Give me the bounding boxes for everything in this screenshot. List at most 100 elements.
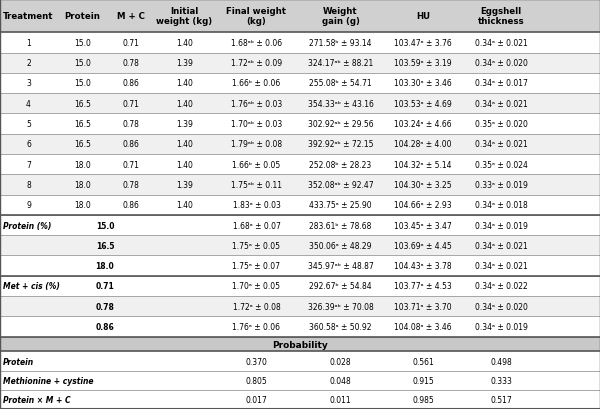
Text: 0.78: 0.78 [95, 302, 115, 311]
Text: 1.68ᵃᵇ ± 0.06: 1.68ᵃᵇ ± 0.06 [231, 39, 282, 48]
Text: 1.75ᵃ ± 0.07: 1.75ᵃ ± 0.07 [233, 261, 281, 270]
Text: 0.71: 0.71 [95, 282, 115, 291]
Text: 0.33ᵃ ± 0.019: 0.33ᵃ ± 0.019 [475, 180, 527, 189]
Text: 0.561: 0.561 [412, 357, 434, 366]
Text: 9: 9 [26, 201, 31, 210]
Text: 0.370: 0.370 [245, 357, 268, 366]
Text: 1.68ᵃ ± 0.07: 1.68ᵃ ± 0.07 [233, 221, 280, 230]
Text: Protein: Protein [3, 357, 34, 366]
Text: 1.75ᵃᵇ ± 0.11: 1.75ᵃᵇ ± 0.11 [231, 180, 282, 189]
Text: 1.40: 1.40 [176, 140, 193, 149]
Text: 0.78: 0.78 [122, 180, 139, 189]
Text: 0.517: 0.517 [490, 395, 512, 404]
Text: 2: 2 [26, 59, 31, 68]
Text: 354.33ᵃᵇ ± 43.16: 354.33ᵃᵇ ± 43.16 [308, 99, 373, 108]
Bar [0, 94, 600, 114]
Text: 16.5: 16.5 [74, 140, 91, 149]
Text: 104.32ᵃ ± 5.14: 104.32ᵃ ± 5.14 [394, 160, 452, 169]
Text: Met + cis (%): Met + cis (%) [3, 282, 60, 291]
Text: 7: 7 [26, 160, 31, 169]
Text: 0.71: 0.71 [122, 160, 139, 169]
Text: 1.40: 1.40 [176, 160, 193, 169]
Text: 6: 6 [26, 140, 31, 149]
Text: 1.72ᵃᵇ ± 0.09: 1.72ᵃᵇ ± 0.09 [231, 59, 282, 68]
Text: 324.17ᵃᵇ ± 88.21: 324.17ᵃᵇ ± 88.21 [308, 59, 373, 68]
Text: 1.66ᵇ ± 0.06: 1.66ᵇ ± 0.06 [232, 79, 281, 88]
Text: 15.0: 15.0 [74, 39, 91, 48]
Text: 103.71ᵃ ± 3.70: 103.71ᵃ ± 3.70 [394, 302, 452, 311]
Text: Probability: Probability [272, 340, 328, 349]
Bar [0, 337, 600, 352]
Bar [0, 114, 600, 135]
Text: 1.40: 1.40 [176, 39, 193, 48]
Text: 103.45ᵃ ± 3.47: 103.45ᵃ ± 3.47 [394, 221, 452, 230]
Text: 0.805: 0.805 [245, 376, 268, 385]
Text: 1.40: 1.40 [176, 79, 193, 88]
Text: 1.76ᵃᵇ ± 0.03: 1.76ᵃᵇ ± 0.03 [231, 99, 282, 108]
Text: 103.59ᵃ ± 3.19: 103.59ᵃ ± 3.19 [394, 59, 452, 68]
Text: 255.08ᵇ ± 54.71: 255.08ᵇ ± 54.71 [309, 79, 372, 88]
Text: 18.0: 18.0 [95, 261, 115, 270]
Bar [0, 352, 600, 371]
Text: 0.35ᵃ ± 0.020: 0.35ᵃ ± 0.020 [475, 120, 527, 129]
Text: 16.5: 16.5 [74, 120, 91, 129]
Text: 103.53ᵃ ± 4.69: 103.53ᵃ ± 4.69 [394, 99, 452, 108]
Text: 3: 3 [26, 79, 31, 88]
Text: 15.0: 15.0 [74, 79, 91, 88]
Text: 15.0: 15.0 [96, 221, 114, 230]
Text: 0.985: 0.985 [412, 395, 434, 404]
Text: 16.5: 16.5 [74, 99, 91, 108]
Text: 0.34ᵃ ± 0.018: 0.34ᵃ ± 0.018 [475, 201, 527, 210]
Text: 283.61ᵇ ± 78.68: 283.61ᵇ ± 78.68 [310, 221, 371, 230]
Text: 0.028: 0.028 [329, 357, 352, 366]
Bar [0, 216, 600, 236]
Text: 103.24ᵃ ± 4.66: 103.24ᵃ ± 4.66 [394, 120, 452, 129]
Bar [0, 371, 600, 390]
Text: Protein: Protein [65, 12, 100, 21]
Text: 0.34ᵃ ± 0.021: 0.34ᵃ ± 0.021 [475, 140, 527, 149]
Text: 104.08ᵃ ± 3.46: 104.08ᵃ ± 3.46 [394, 322, 452, 331]
Bar [0, 54, 600, 74]
Text: 1: 1 [26, 39, 31, 48]
Text: 0.35ᵃ ± 0.024: 0.35ᵃ ± 0.024 [475, 160, 527, 169]
Text: 1.39: 1.39 [176, 180, 193, 189]
Text: 1.66ᵇ ± 0.05: 1.66ᵇ ± 0.05 [232, 160, 281, 169]
Bar [0, 155, 600, 175]
Text: 0.78: 0.78 [122, 120, 139, 129]
Text: Weight
gain (g): Weight gain (g) [322, 7, 359, 26]
Text: 0.011: 0.011 [329, 395, 352, 404]
Text: 18.0: 18.0 [74, 180, 91, 189]
Text: Initial
weight (kg): Initial weight (kg) [157, 7, 212, 26]
Text: 0.34ᵃ ± 0.021: 0.34ᵃ ± 0.021 [475, 241, 527, 250]
Text: 0.34ᵃ ± 0.019: 0.34ᵃ ± 0.019 [475, 322, 527, 331]
Text: 0.34ᵃ ± 0.017: 0.34ᵃ ± 0.017 [475, 79, 527, 88]
Text: 103.69ᵃ ± 4.45: 103.69ᵃ ± 4.45 [394, 241, 452, 250]
Text: 103.77ᵃ ± 4.53: 103.77ᵃ ± 4.53 [394, 282, 452, 291]
Text: 360.58ᵃ ± 50.92: 360.58ᵃ ± 50.92 [309, 322, 372, 331]
Text: Treatment: Treatment [3, 12, 54, 21]
Text: 433.75ᵃ ± 25.90: 433.75ᵃ ± 25.90 [309, 201, 372, 210]
Text: 8: 8 [26, 180, 31, 189]
Text: 18.0: 18.0 [74, 160, 91, 169]
Bar [0, 317, 600, 337]
Bar [0, 236, 600, 256]
Text: Eggshell
thickness: Eggshell thickness [478, 7, 524, 26]
Text: Protein × M + C: Protein × M + C [3, 395, 71, 404]
Text: 103.47ᵃ ± 3.76: 103.47ᵃ ± 3.76 [394, 39, 452, 48]
Text: 0.34ᵃ ± 0.021: 0.34ᵃ ± 0.021 [475, 99, 527, 108]
Text: 104.66ᵃ ± 2.93: 104.66ᵃ ± 2.93 [394, 201, 452, 210]
Text: 350.06ᵃ ± 48.29: 350.06ᵃ ± 48.29 [309, 241, 372, 250]
Text: 5: 5 [26, 120, 31, 129]
Text: 0.34ᵃ ± 0.022: 0.34ᵃ ± 0.022 [475, 282, 527, 291]
Text: 1.40: 1.40 [176, 201, 193, 210]
Bar [0, 135, 600, 155]
Text: 18.0: 18.0 [74, 201, 91, 210]
Text: M + C: M + C [116, 12, 145, 21]
Text: 0.34ᵃ ± 0.021: 0.34ᵃ ± 0.021 [475, 261, 527, 270]
Text: 15.0: 15.0 [74, 59, 91, 68]
Text: 4: 4 [26, 99, 31, 108]
Text: 0.017: 0.017 [245, 395, 268, 404]
Text: Final weight
(kg): Final weight (kg) [227, 7, 287, 26]
Text: 1.72ᵃ ± 0.08: 1.72ᵃ ± 0.08 [233, 302, 280, 311]
Text: 0.915: 0.915 [412, 376, 434, 385]
